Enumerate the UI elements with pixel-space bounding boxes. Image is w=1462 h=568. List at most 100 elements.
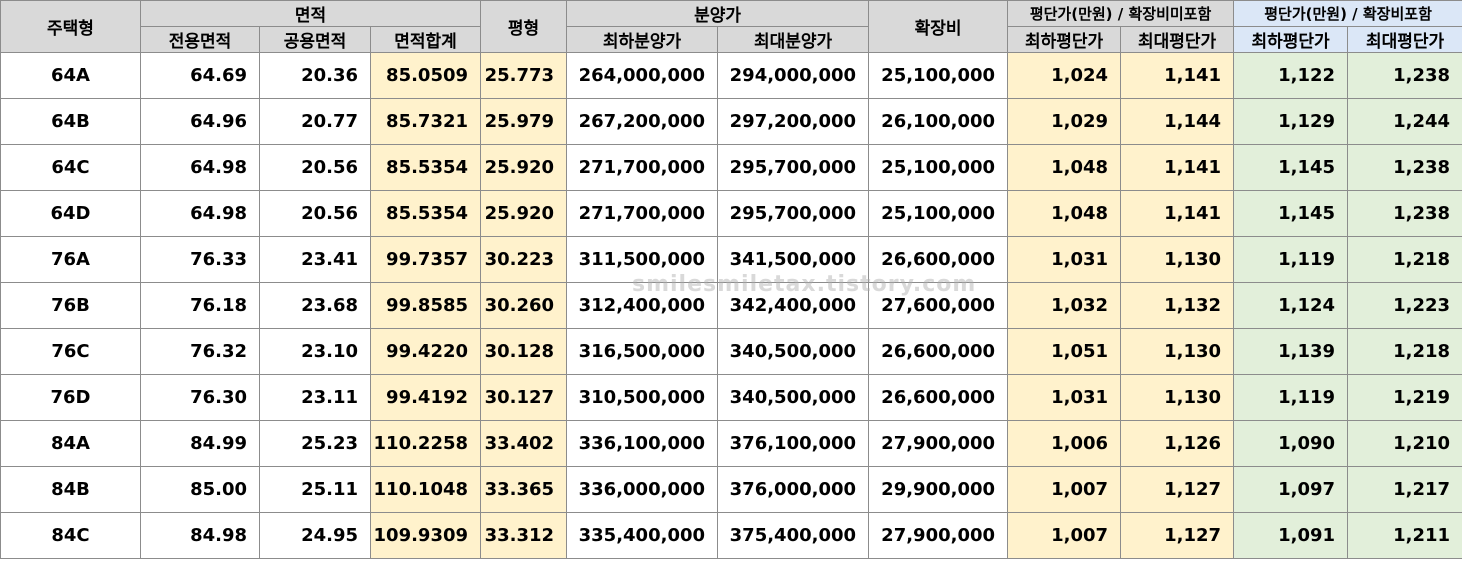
cell-type[interactable]: 84A bbox=[0, 420, 141, 467]
cell-total-area[interactable]: 99.7357 bbox=[369, 236, 482, 283]
cell-pyeong[interactable]: 25.773 bbox=[480, 52, 568, 99]
header-group-area[interactable]: 면적 bbox=[139, 0, 482, 27]
cell-unit-min-incl[interactable]: 1,122 bbox=[1233, 52, 1349, 99]
cell-pyeong[interactable]: 25.920 bbox=[480, 144, 568, 191]
header-extension-cost[interactable]: 확장비 bbox=[868, 0, 1009, 53]
cell-type[interactable]: 84C bbox=[0, 512, 141, 559]
cell-type[interactable]: 64B bbox=[0, 98, 141, 145]
cell-unit-min-incl[interactable]: 1,097 bbox=[1233, 466, 1349, 513]
cell-unit-min-incl[interactable]: 1,119 bbox=[1233, 374, 1349, 421]
cell-pyeong[interactable]: 30.128 bbox=[480, 328, 568, 375]
cell-common-area[interactable]: 25.11 bbox=[259, 466, 371, 513]
cell-pyeong[interactable]: 25.979 bbox=[480, 98, 568, 145]
cell-extension-cost[interactable]: 26,600,000 bbox=[868, 328, 1009, 375]
cell-unit-max-excl[interactable]: 1,127 bbox=[1120, 466, 1235, 513]
cell-unit-max-incl[interactable]: 1,238 bbox=[1347, 190, 1462, 237]
cell-unit-min-incl[interactable]: 1,139 bbox=[1233, 328, 1349, 375]
cell-price-max[interactable]: 295,700,000 bbox=[717, 190, 870, 237]
cell-unit-max-excl[interactable]: 1,126 bbox=[1120, 420, 1235, 467]
cell-common-area[interactable]: 20.77 bbox=[259, 98, 371, 145]
header-group-price[interactable]: 분양가 bbox=[566, 0, 870, 27]
cell-unit-min-incl[interactable]: 1,124 bbox=[1233, 282, 1349, 329]
cell-exclusive-area[interactable]: 64.98 bbox=[140, 144, 260, 191]
cell-unit-min-excl[interactable]: 1,007 bbox=[1007, 512, 1122, 559]
cell-unit-max-incl[interactable]: 1,218 bbox=[1347, 328, 1462, 375]
cell-price-min[interactable]: 316,500,000 bbox=[566, 328, 719, 375]
cell-common-area[interactable]: 23.10 bbox=[259, 328, 371, 375]
header-common-area[interactable]: 공용면적 bbox=[259, 26, 371, 53]
cell-common-area[interactable]: 20.36 bbox=[259, 52, 371, 99]
cell-extension-cost[interactable]: 25,100,000 bbox=[868, 144, 1009, 191]
cell-unit-max-excl[interactable]: 1,141 bbox=[1120, 52, 1235, 99]
cell-total-area[interactable]: 99.8585 bbox=[369, 282, 482, 329]
cell-extension-cost[interactable]: 27,600,000 bbox=[868, 282, 1009, 329]
cell-common-area[interactable]: 20.56 bbox=[259, 190, 371, 237]
cell-price-max[interactable]: 376,000,000 bbox=[717, 466, 870, 513]
header-group-unit-price-incl[interactable]: 평단가(만원) / 확장비포함 bbox=[1233, 0, 1462, 27]
cell-exclusive-area[interactable]: 76.32 bbox=[140, 328, 260, 375]
cell-total-area[interactable]: 109.9309 bbox=[369, 512, 482, 559]
header-price-max[interactable]: 최대분양가 bbox=[717, 26, 870, 53]
cell-type[interactable]: 64D bbox=[0, 190, 141, 237]
cell-total-area[interactable]: 99.4192 bbox=[369, 374, 482, 421]
header-total-area[interactable]: 면적합계 bbox=[369, 26, 482, 53]
cell-total-area[interactable]: 85.7321 bbox=[369, 98, 482, 145]
cell-extension-cost[interactable]: 27,900,000 bbox=[868, 420, 1009, 467]
cell-extension-cost[interactable]: 25,100,000 bbox=[868, 190, 1009, 237]
cell-extension-cost[interactable]: 26,100,000 bbox=[868, 98, 1009, 145]
cell-exclusive-area[interactable]: 76.33 bbox=[140, 236, 260, 283]
cell-type[interactable]: 76D bbox=[0, 374, 141, 421]
cell-type[interactable]: 64A bbox=[0, 52, 141, 99]
cell-common-area[interactable]: 25.23 bbox=[259, 420, 371, 467]
cell-unit-max-excl[interactable]: 1,132 bbox=[1120, 282, 1235, 329]
header-unit-min-excl[interactable]: 최하평단가 bbox=[1007, 26, 1122, 53]
cell-unit-max-incl[interactable]: 1,210 bbox=[1347, 420, 1462, 467]
cell-extension-cost[interactable]: 26,600,000 bbox=[868, 374, 1009, 421]
cell-price-max[interactable]: 375,400,000 bbox=[717, 512, 870, 559]
cell-price-max[interactable]: 295,700,000 bbox=[717, 144, 870, 191]
cell-unit-max-excl[interactable]: 1,141 bbox=[1120, 144, 1235, 191]
cell-common-area[interactable]: 24.95 bbox=[259, 512, 371, 559]
cell-unit-max-incl[interactable]: 1,211 bbox=[1347, 512, 1462, 559]
header-pyeong[interactable]: 평형 bbox=[480, 0, 568, 53]
cell-unit-max-excl[interactable]: 1,130 bbox=[1120, 236, 1235, 283]
cell-price-min[interactable]: 311,500,000 bbox=[566, 236, 719, 283]
cell-price-min[interactable]: 336,000,000 bbox=[566, 466, 719, 513]
cell-pyeong[interactable]: 30.223 bbox=[480, 236, 568, 283]
cell-unit-min-excl[interactable]: 1,032 bbox=[1007, 282, 1122, 329]
cell-unit-max-incl[interactable]: 1,244 bbox=[1347, 98, 1462, 145]
header-exclusive-area[interactable]: 전용면적 bbox=[140, 26, 260, 53]
cell-price-max[interactable]: 342,400,000 bbox=[717, 282, 870, 329]
cell-unit-max-incl[interactable]: 1,219 bbox=[1347, 374, 1462, 421]
cell-unit-min-incl[interactable]: 1,145 bbox=[1233, 144, 1349, 191]
header-unit-max-excl[interactable]: 최대평단가 bbox=[1120, 26, 1235, 53]
cell-type[interactable]: 76B bbox=[0, 282, 141, 329]
cell-price-max[interactable]: 340,500,000 bbox=[717, 374, 870, 421]
cell-total-area[interactable]: 85.0509 bbox=[369, 52, 482, 99]
cell-type[interactable]: 64C bbox=[0, 144, 141, 191]
cell-price-min[interactable]: 336,100,000 bbox=[566, 420, 719, 467]
cell-unit-min-excl[interactable]: 1,051 bbox=[1007, 328, 1122, 375]
cell-unit-max-excl[interactable]: 1,141 bbox=[1120, 190, 1235, 237]
cell-exclusive-area[interactable]: 84.98 bbox=[140, 512, 260, 559]
cell-unit-min-excl[interactable]: 1,024 bbox=[1007, 52, 1122, 99]
cell-unit-min-incl[interactable]: 1,091 bbox=[1233, 512, 1349, 559]
cell-exclusive-area[interactable]: 76.18 bbox=[140, 282, 260, 329]
cell-price-max[interactable]: 376,100,000 bbox=[717, 420, 870, 467]
cell-exclusive-area[interactable]: 64.69 bbox=[140, 52, 260, 99]
cell-unit-min-excl[interactable]: 1,048 bbox=[1007, 144, 1122, 191]
cell-type[interactable]: 76C bbox=[0, 328, 141, 375]
cell-unit-min-excl[interactable]: 1,048 bbox=[1007, 190, 1122, 237]
cell-type[interactable]: 76A bbox=[0, 236, 141, 283]
cell-price-min[interactable]: 335,400,000 bbox=[566, 512, 719, 559]
cell-unit-max-incl[interactable]: 1,217 bbox=[1347, 466, 1462, 513]
cell-price-max[interactable]: 294,000,000 bbox=[717, 52, 870, 99]
cell-price-min[interactable]: 267,200,000 bbox=[566, 98, 719, 145]
cell-pyeong[interactable]: 30.260 bbox=[480, 282, 568, 329]
cell-extension-cost[interactable]: 26,600,000 bbox=[868, 236, 1009, 283]
cell-type[interactable]: 84B bbox=[0, 466, 141, 513]
cell-total-area[interactable]: 110.2258 bbox=[369, 420, 482, 467]
header-type[interactable]: 주택형 bbox=[0, 0, 141, 53]
cell-price-max[interactable]: 297,200,000 bbox=[717, 98, 870, 145]
cell-exclusive-area[interactable]: 85.00 bbox=[140, 466, 260, 513]
